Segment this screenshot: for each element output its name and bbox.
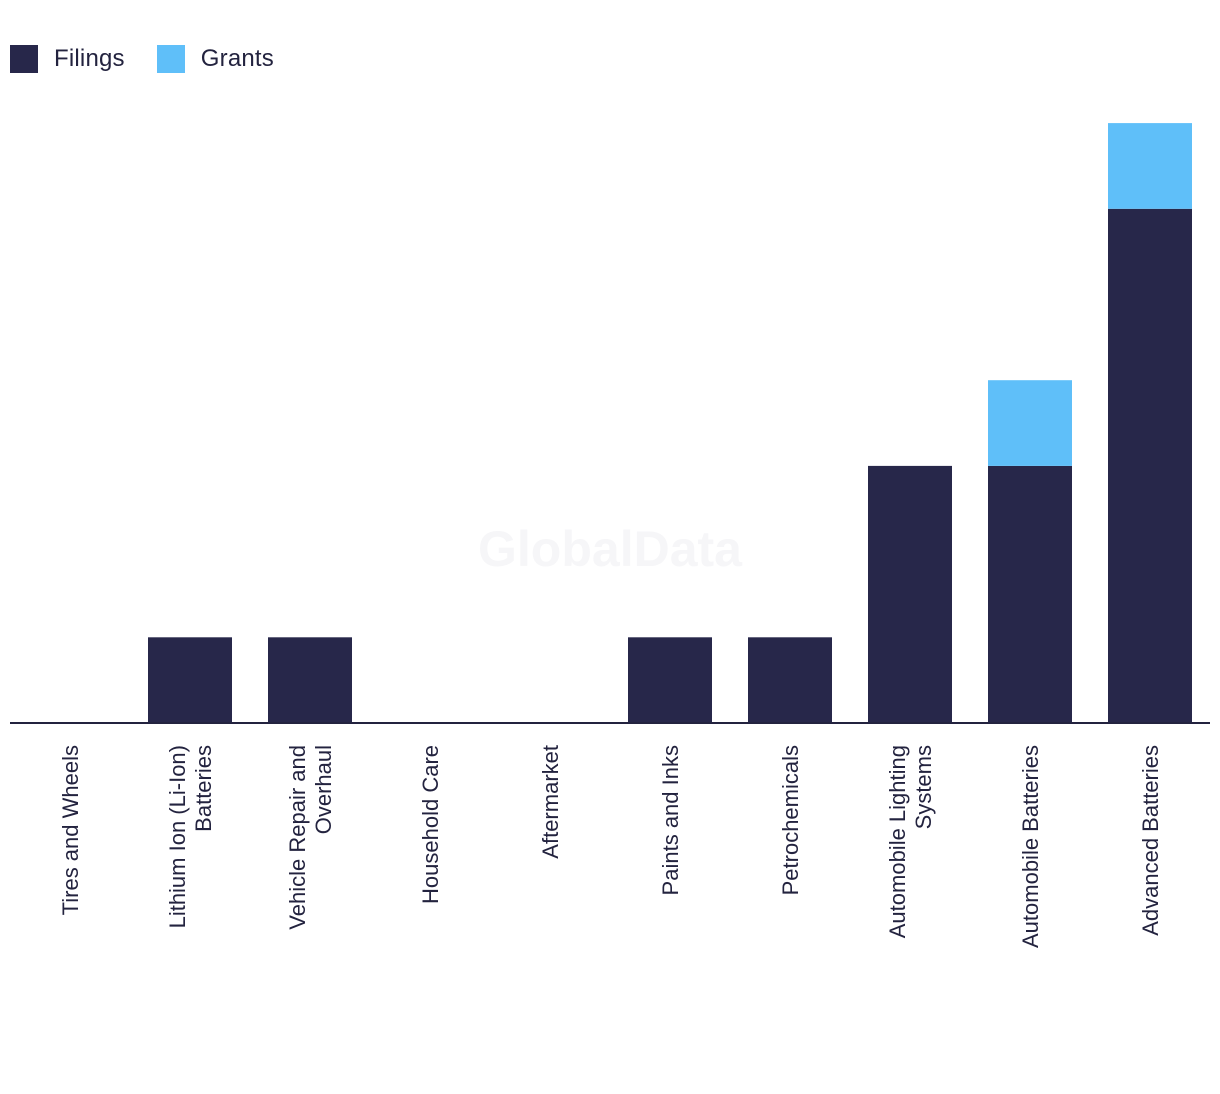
bar-grants-9: [988, 380, 1072, 466]
x-tick-label-3-line-1: Vehicle Repair and: [285, 745, 310, 930]
legend-item-filings: Filings: [10, 45, 125, 73]
x-tick-label-10-line-1: Advanced Batteries: [1138, 745, 1163, 936]
x-tick-label-2-line-2: Batteries: [191, 745, 216, 832]
legend-swatch-grants: [156, 45, 185, 73]
x-tick-label-6-line-1: Paints and Inks: [658, 745, 683, 895]
x-tick-label-3-line-2: Overhaul: [311, 745, 336, 834]
watermark-text: GlobalData: [478, 521, 743, 577]
legend-swatch-filings: [10, 45, 38, 73]
x-tick-label-1-line-1: Tires and Wheels: [58, 745, 83, 915]
x-tick-label-9-line-1: Automobile Batteries: [1018, 745, 1043, 948]
legend: Filings Grants: [10, 44, 306, 74]
x-tick-label-8-line-1: Automobile Lighting: [885, 745, 910, 938]
x-tick-label-5-line-1: Aftermarket: [538, 745, 563, 859]
bar-filings-9: [988, 465, 1072, 723]
legend-item-grants: Grants: [156, 45, 274, 73]
bar-filings-10: [1108, 208, 1192, 724]
x-tick-label-4-line-1: Household Care: [418, 745, 443, 904]
bar-filings-7: [748, 637, 832, 723]
legend-label-filings: Filings: [54, 45, 125, 72]
bar-filings-8: [868, 465, 952, 723]
legend-label-grants: Grants: [200, 45, 274, 72]
bar-filings-3: [268, 637, 352, 723]
x-tick-label-8-line-2: Systems: [911, 745, 936, 829]
x-axis-labels: Tires and Wheels Lithium Ion (Li-Ion) Batt…: [58, 745, 1163, 948]
x-tick-label-7-line-1: Petrochemicals: [778, 745, 803, 895]
bar-filings-2: [148, 637, 232, 723]
x-tick-label-2-line-1: Lithium Ion (Li-Ion): [165, 745, 190, 928]
bar-grants-10: [1108, 123, 1192, 209]
bars-group: [148, 123, 1192, 724]
bar-filings-6: [628, 637, 712, 723]
